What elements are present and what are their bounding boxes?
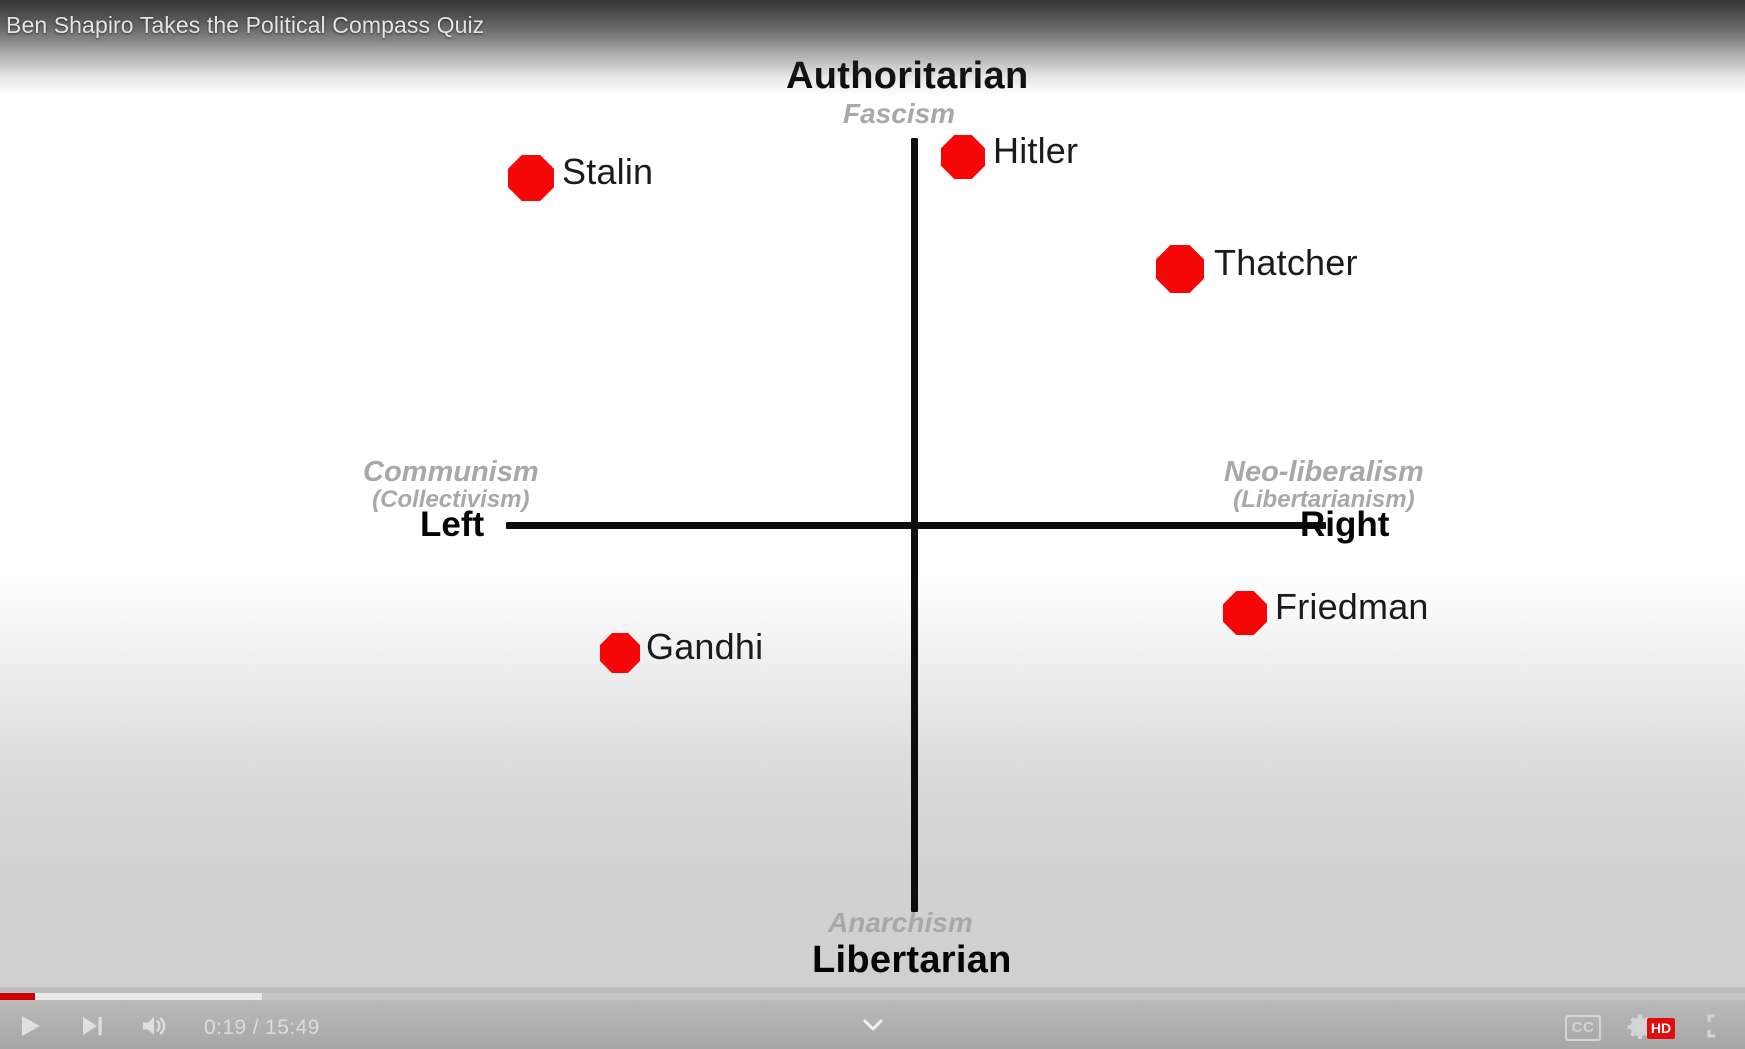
progress-played (0, 993, 35, 1000)
axis-pole-libertarian: Libertarian (812, 939, 1012, 981)
political-compass-chart: Authoritarian Libertarian Left Right Fas… (363, 55, 1429, 981)
data-point-hitler: Hitler (941, 130, 1078, 179)
quadrant-label-communism: Communism (Collectivism) (363, 457, 539, 513)
gear-icon (1627, 1013, 1653, 1044)
quadrant-label-fascism: Fascism (843, 98, 956, 129)
data-point-label: Friedman (1275, 586, 1429, 627)
captions-button[interactable]: CC (1563, 1010, 1603, 1046)
volume-button[interactable] (134, 1010, 174, 1046)
quadrant-label-neoliberalism-sub: (Libertarianism) (1233, 486, 1415, 514)
play-icon (17, 1013, 43, 1044)
quadrant-label-communism-sub: (Collectivism) (372, 486, 530, 514)
data-point-label: Thatcher (1214, 242, 1358, 283)
axis-pole-left: Left (420, 505, 485, 544)
hd-quality-badge: HD (1646, 1017, 1676, 1039)
cc-icon: CC (1564, 1015, 1602, 1041)
quadrant-label-neoliberalism-main: Neo-liberalism (1224, 456, 1424, 488)
marker-icon (1156, 245, 1204, 293)
data-point-stalin: Stalin (508, 151, 653, 201)
data-point-label: Gandhi (646, 626, 764, 667)
data-point-gandhi: Gandhi (600, 626, 763, 673)
axis-pole-right: Right (1300, 505, 1390, 544)
data-point-thatcher: Thatcher (1156, 242, 1357, 293)
fullscreen-icon (1706, 1013, 1732, 1044)
volume-icon (140, 1013, 168, 1044)
fullscreen-button[interactable] (1699, 1010, 1739, 1046)
expand-description-button[interactable] (856, 1017, 890, 1037)
next-video-button[interactable] (72, 1010, 112, 1046)
controls-left-group: 0:19 / 15:49 (10, 1009, 320, 1047)
controls-right-group: CC HD (1563, 1009, 1739, 1047)
chevron-down-icon (860, 1017, 886, 1038)
marker-icon (508, 155, 554, 201)
settings-button[interactable]: HD (1627, 1010, 1676, 1046)
time-display: 0:19 / 15:49 (204, 1016, 320, 1039)
next-icon (79, 1013, 105, 1044)
horizontal-axis (506, 522, 1326, 529)
progress-buffered (0, 993, 262, 1000)
player-control-bar: 0:19 / 15:49 CC HD (0, 987, 1745, 1049)
axis-pole-authoritarian: Authoritarian (786, 55, 1029, 97)
video-title: Ben Shapiro Takes the Political Compass … (6, 12, 485, 38)
data-point-label: Stalin (562, 151, 654, 192)
data-point-label: Hitler (993, 130, 1079, 171)
data-point-friedman: Friedman (1223, 586, 1428, 635)
marker-icon (600, 633, 640, 673)
quadrant-label-anarchism: Anarchism (828, 907, 973, 938)
marker-icon (941, 135, 985, 179)
quadrant-label-communism-main: Communism (363, 456, 539, 488)
play-button[interactable] (10, 1010, 50, 1046)
quadrant-label-neoliberalism: Neo-liberalism (Libertarianism) (1224, 457, 1424, 513)
marker-icon (1223, 591, 1267, 635)
progress-scrubber[interactable] (0, 993, 1745, 1000)
